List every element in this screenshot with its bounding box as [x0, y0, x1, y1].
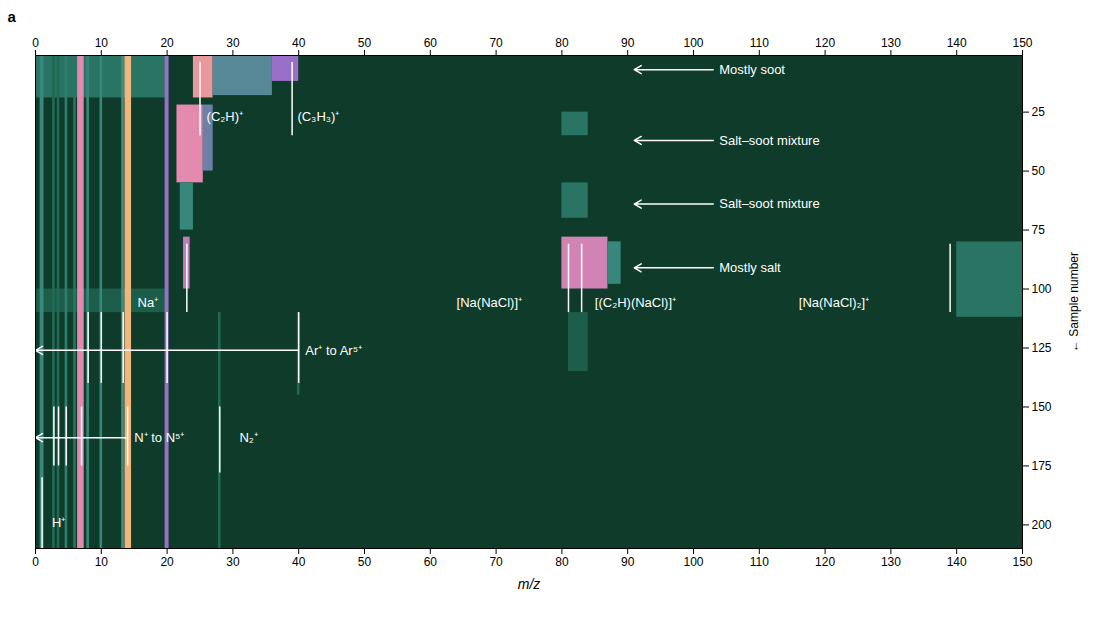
svg-text:150: 150	[1012, 36, 1032, 50]
svg-text:60: 60	[424, 555, 438, 569]
svg-text:100: 100	[1032, 282, 1052, 296]
svg-text:(C₃H₃)⁺: (C₃H₃)⁺	[297, 109, 339, 124]
svg-text:130: 130	[881, 36, 901, 50]
svg-text:[Na(NaCl)₂]⁺: [Na(NaCl)₂]⁺	[799, 295, 869, 310]
svg-text:Salt–soot mixture: Salt–soot mixture	[719, 133, 819, 148]
svg-text:150: 150	[1012, 555, 1032, 569]
svg-text:0: 0	[32, 555, 39, 569]
svg-text:50: 50	[1032, 164, 1046, 178]
svg-text:150: 150	[1032, 400, 1052, 414]
svg-text:175: 175	[1032, 459, 1052, 473]
svg-text:(C₂H)⁺: (C₂H)⁺	[207, 109, 243, 124]
svg-text:110: 110	[750, 36, 769, 50]
svg-text:100: 100	[683, 555, 703, 569]
svg-text:70: 70	[489, 555, 503, 569]
svg-text:Salt–soot mixture: Salt–soot mixture	[719, 196, 819, 211]
svg-text:140: 140	[947, 36, 967, 50]
svg-text:75: 75	[1032, 223, 1046, 237]
svg-text:50: 50	[358, 555, 372, 569]
svg-text:70: 70	[489, 36, 503, 50]
svg-text:Mostly soot: Mostly soot	[719, 62, 785, 77]
svg-text:m/z: m/z	[518, 576, 541, 592]
svg-text:40: 40	[292, 36, 306, 50]
svg-text:200: 200	[1032, 518, 1052, 532]
svg-text:120: 120	[815, 36, 835, 50]
svg-text:80: 80	[555, 36, 569, 50]
svg-text:a: a	[8, 8, 17, 25]
svg-text:N₂⁺: N₂⁺	[239, 430, 257, 445]
svg-text:Na⁺: Na⁺	[137, 295, 158, 310]
svg-text:25: 25	[1032, 105, 1046, 119]
svg-text:[Na(NaCl)]⁺: [Na(NaCl)]⁺	[457, 295, 522, 310]
svg-text:Mostly salt: Mostly salt	[719, 260, 781, 275]
svg-text:0: 0	[32, 36, 39, 50]
svg-text:50: 50	[358, 36, 372, 50]
svg-text:90: 90	[621, 555, 635, 569]
svg-text:90: 90	[621, 36, 635, 50]
svg-text:20: 20	[160, 36, 174, 50]
svg-text:10: 10	[95, 555, 109, 569]
svg-text:60: 60	[424, 36, 438, 50]
svg-text:10: 10	[95, 36, 109, 50]
svg-text:30: 30	[226, 555, 240, 569]
svg-text:← Sample number: ← Sample number	[1067, 252, 1081, 352]
svg-text:80: 80	[555, 555, 569, 569]
svg-text:125: 125	[1032, 341, 1052, 355]
svg-text:120: 120	[815, 555, 835, 569]
svg-text:[(C₂H)(NaCl)]⁺: [(C₂H)(NaCl)]⁺	[595, 295, 676, 310]
svg-text:Ar⁺ to Ar⁵⁺: Ar⁺ to Ar⁵⁺	[305, 343, 362, 358]
svg-text:H⁺: H⁺	[52, 515, 65, 530]
svg-text:40: 40	[292, 555, 306, 569]
svg-text:N⁺ to N⁵⁺: N⁺ to N⁵⁺	[134, 430, 184, 445]
svg-text:130: 130	[881, 555, 901, 569]
svg-text:30: 30	[226, 36, 240, 50]
svg-text:20: 20	[160, 555, 174, 569]
svg-text:110: 110	[750, 555, 769, 569]
svg-text:100: 100	[683, 36, 703, 50]
svg-text:140: 140	[947, 555, 967, 569]
